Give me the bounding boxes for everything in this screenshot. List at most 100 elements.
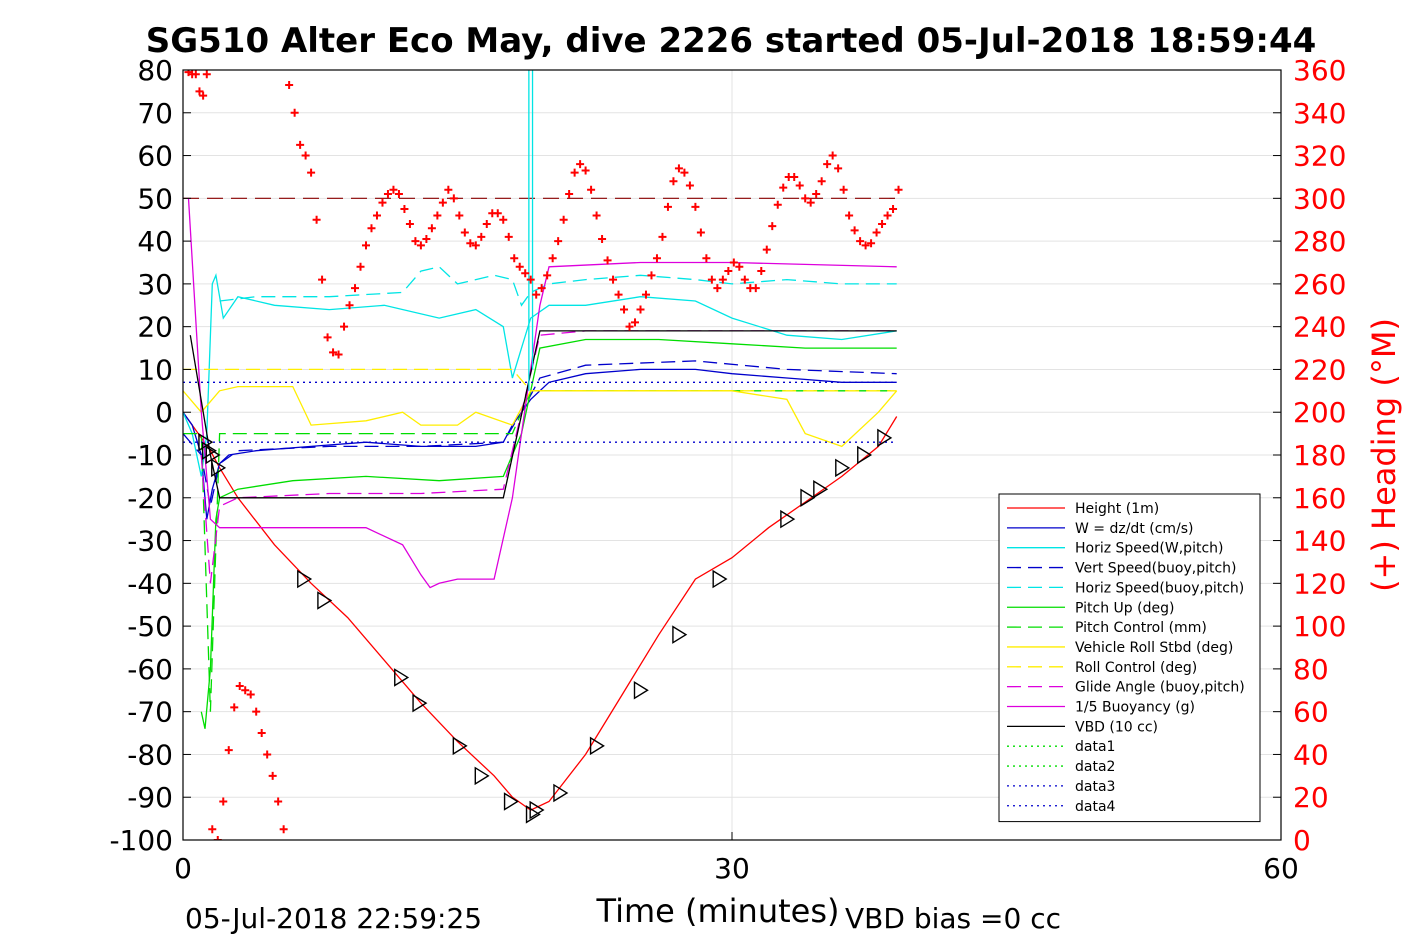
heading-marker xyxy=(466,239,475,248)
heading-marker xyxy=(296,140,305,149)
series-group xyxy=(183,70,903,840)
y2-tick-label: 280 xyxy=(1293,225,1346,258)
heading-marker xyxy=(652,254,661,263)
heading-marker xyxy=(356,262,365,271)
heading-marker xyxy=(647,271,656,280)
depth-triangle-marker xyxy=(412,693,428,713)
heading-marker xyxy=(707,275,716,284)
y2-tick-label: 200 xyxy=(1293,396,1346,429)
y-tick-label: -60 xyxy=(127,653,173,686)
heading-marker xyxy=(883,211,892,220)
y2-tick-label: 300 xyxy=(1293,182,1346,215)
heading-marker xyxy=(318,275,327,284)
heading-marker xyxy=(839,185,848,194)
legend-entry: Roll Control (deg) xyxy=(1075,660,1197,676)
legend-entry: VBD (10 cc) xyxy=(1075,719,1158,735)
heading-marker xyxy=(290,108,299,117)
heading-marker xyxy=(674,164,683,173)
depth-triangle-marker xyxy=(503,792,519,811)
series-line-1 xyxy=(183,368,897,520)
x-axis-label: Time (minutes) xyxy=(596,892,840,930)
depth-triangle-marker xyxy=(857,445,873,465)
y-tick-label: -40 xyxy=(127,567,173,600)
legend-entry: 1/5 Buoyancy (g) xyxy=(1075,700,1195,716)
heading-marker xyxy=(213,836,222,840)
heading-marker xyxy=(773,200,782,209)
y-tick-label: -80 xyxy=(127,738,173,771)
heading-marker xyxy=(543,271,552,280)
y2-tick-label: 180 xyxy=(1293,439,1346,472)
series-line-0 xyxy=(183,411,898,811)
legend-entry: Horiz Speed(W,pitch) xyxy=(1075,541,1223,557)
heading-marker xyxy=(427,224,436,233)
heading-marker xyxy=(658,232,667,241)
heading-marker xyxy=(351,284,360,293)
heading-marker xyxy=(834,164,843,173)
heading-marker xyxy=(685,181,694,190)
depth-triangle-marker xyxy=(198,432,214,452)
y-tick-label: 10 xyxy=(137,353,173,386)
y-tick-label: -50 xyxy=(127,610,173,643)
heading-marker xyxy=(548,254,557,263)
heading-marker xyxy=(663,202,672,211)
heading-marker xyxy=(603,256,612,265)
heading-marker xyxy=(378,198,387,207)
y-tick-label: -100 xyxy=(109,824,173,857)
heading-marker xyxy=(199,91,208,100)
footer-vbd-bias: VBD bias =0 cc xyxy=(845,902,1061,935)
y-tick-label: 50 xyxy=(137,182,173,215)
heading-marker xyxy=(455,211,464,220)
heading-marker xyxy=(257,729,266,738)
heading-marker xyxy=(801,194,810,203)
heading-marker xyxy=(510,254,519,263)
heading-marker xyxy=(411,237,420,246)
heading-marker xyxy=(790,172,799,181)
series-line-11 xyxy=(189,330,897,499)
heading-marker xyxy=(191,70,200,79)
footer-timestamp: 05-Jul-2018 22:59:25 xyxy=(185,902,482,935)
heading-marker xyxy=(625,322,634,331)
ticks: 0 30 6080706050403020100-10-20-30-40-50-60… xyxy=(109,54,1346,885)
heading-marker xyxy=(812,190,821,199)
legend-entry: W = dz/dt (cm/s) xyxy=(1075,521,1194,537)
heading-marker xyxy=(537,284,546,293)
heading-marker xyxy=(521,269,530,278)
heading-marker xyxy=(620,305,629,314)
heading-marker xyxy=(581,166,590,175)
legend: Height (1m) W = dz/dt (cm/s) Horiz Speed(W… xyxy=(998,493,1261,823)
heading-marker xyxy=(307,168,316,177)
depth-triangle-marker xyxy=(553,783,569,803)
depth-triangle-marker xyxy=(317,591,333,610)
y-tick-label: 80 xyxy=(137,54,173,87)
heading-marker xyxy=(641,290,650,299)
y-tick-label: 60 xyxy=(137,140,173,173)
heading-marker xyxy=(757,267,766,276)
heading-marker xyxy=(504,232,513,241)
heading-marker xyxy=(312,215,321,224)
legend-entry: Pitch Control (mm) xyxy=(1075,620,1207,636)
legend-entry: data1 xyxy=(1075,739,1115,755)
heading-marker xyxy=(702,254,711,263)
heading-marker xyxy=(740,275,749,284)
heading-marker xyxy=(806,198,815,207)
depth-triangle-marker xyxy=(201,441,217,460)
heading-marker xyxy=(565,190,574,199)
chart-title: SG510 Alter Eco May, dive 2226 started 0… xyxy=(146,21,1317,61)
heading-marker xyxy=(383,190,392,199)
right-axis-label: (+) Heading (°M) xyxy=(1365,318,1403,592)
depth-triangle-marker xyxy=(712,569,728,589)
heading-marker xyxy=(367,224,376,233)
heading-marker xyxy=(340,322,349,331)
heading-marker xyxy=(433,211,442,220)
heading-marker xyxy=(362,241,370,250)
series-line-2 xyxy=(183,272,897,477)
heading-marker xyxy=(515,262,524,271)
heading-marker xyxy=(614,290,623,299)
y2-tick-label: 240 xyxy=(1293,311,1346,344)
series-line-8 xyxy=(183,368,897,392)
series-line-3 xyxy=(183,360,897,507)
heading-marker xyxy=(301,151,310,160)
y-tick-label: -20 xyxy=(127,482,173,515)
heading-marker xyxy=(444,185,453,194)
